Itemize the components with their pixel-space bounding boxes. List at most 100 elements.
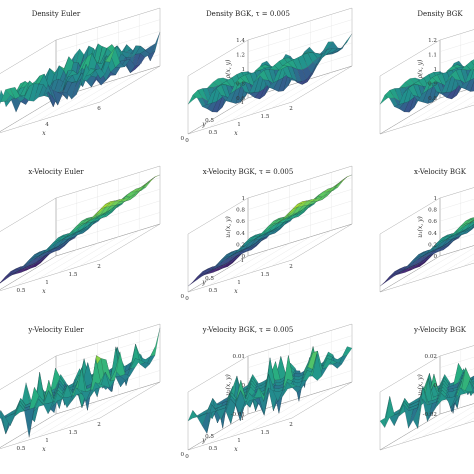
surface-face [0, 273, 11, 283]
gridline [247, 200, 353, 233]
z-axis-label: u₂(x, y) [417, 374, 424, 396]
panel-title: x-Velocity BGK [414, 168, 467, 176]
z-axis-label: u₁(x, y) [225, 216, 232, 238]
surface-mesh [0, 174, 161, 284]
gridline [439, 52, 474, 64]
surface-face [95, 382, 106, 388]
x-axis-label: x [234, 130, 238, 137]
y-axis-label: y [201, 437, 206, 444]
surface-mesh [379, 363, 474, 430]
x-tick-label: 0 [185, 138, 189, 144]
gridline [250, 236, 311, 273]
panel-title: x-Velocity BGK, τ = 0.005 [203, 168, 294, 176]
surface-face [192, 273, 203, 283]
z-tick-label: 0.9 [428, 82, 437, 88]
gridline [247, 19, 353, 52]
surface-mesh [0, 327, 161, 438]
surface-panel-3: Density BGK 0.8 0.9 1 1.1 1.2 ρ(x, y) [379, 10, 474, 135]
z-tick-label: 1.2 [236, 53, 245, 59]
gridline [463, 101, 474, 109]
gridline [208, 249, 269, 286]
y-tick-label: 0.5 [205, 276, 214, 282]
z-tick-label: 1 [433, 67, 437, 73]
panel-title: y-Velocity BGK [413, 326, 467, 334]
surface-face [384, 273, 395, 283]
x-axis-label: x [42, 288, 46, 295]
x-tick-label: 2 [289, 264, 293, 270]
gridline [250, 394, 311, 431]
z-tick-label: 1 [241, 67, 245, 73]
z-axis-label: ρ(x, y) [417, 59, 424, 79]
panel-title: x-Velocity Euler [28, 168, 84, 176]
gridline [442, 95, 474, 115]
gridline [439, 198, 474, 210]
gridline [55, 335, 161, 368]
x-tick-label: 1.5 [261, 114, 270, 120]
surface-face [469, 66, 474, 72]
gridline [421, 405, 474, 438]
y-axis-label: y [201, 121, 206, 128]
z-tick-label: 0.01 [233, 354, 245, 360]
x-axis-label: x [42, 130, 46, 137]
x-tick-label: 0.5 [209, 288, 218, 294]
gridline [271, 230, 332, 267]
x-tick-label: 1 [237, 280, 241, 286]
floor [0, 381, 161, 449]
z-tick-label: 0.8 [236, 208, 245, 214]
x-tick-label: 1 [237, 438, 241, 444]
y-tick-label: 0 [180, 294, 184, 300]
z-tick-label: 0 [241, 383, 245, 389]
floor [379, 245, 474, 293]
x-tick-label: 0.5 [209, 130, 218, 136]
x-axis-label: x [42, 446, 46, 453]
surface-mesh [0, 31, 161, 113]
x-tick-label: 1.5 [69, 272, 78, 278]
surface-face [95, 68, 106, 79]
z-tick-label: 0.8 [236, 82, 245, 88]
gridline [442, 253, 474, 273]
z-tick-label: 0.4 [428, 231, 437, 237]
y-tick-label: 1 [240, 100, 244, 106]
x-tick-label: 0.5 [17, 446, 26, 452]
gridline [463, 259, 474, 267]
z-tick-label: -0.02 [423, 412, 438, 418]
floor [379, 403, 474, 451]
z-tick-label: 1.2 [428, 38, 437, 44]
surface-face [469, 219, 474, 223]
gridline [439, 233, 474, 245]
gridline [37, 85, 98, 122]
x-tick-label: 2 [289, 106, 293, 112]
z-tick-label: 0.6 [236, 219, 245, 225]
z-axis-label: u₂(x, y) [225, 374, 232, 396]
x-tick-label: 2 [97, 422, 101, 428]
x-tick-label: 6 [97, 106, 101, 112]
gridline [55, 19, 161, 52]
surface-face [187, 276, 198, 287]
x-axis-label: x [234, 446, 238, 453]
z-tick-label: -0.01 [231, 412, 245, 418]
gridline [247, 335, 353, 368]
gridline [463, 417, 474, 425]
surface-panel-9: y-Velocity BGK -0.02 0 0.02 u₂(x, y) [379, 326, 474, 451]
surface-face [287, 76, 298, 82]
y-tick-label: 0 [180, 136, 184, 142]
surface-face [24, 407, 35, 438]
surface-panel-1: Density Euler246x0 [0, 7, 161, 137]
z-tick-label: 0.8 [428, 208, 437, 214]
floor [187, 65, 353, 135]
surface-panel-8: y-Velocity BGK, τ = 0.005 0 0.5 1 1.5 2 x 0 0.5 1… [180, 323, 353, 460]
floor [0, 65, 161, 133]
panel-title: y-Velocity BGK, τ = 0.005 [202, 326, 294, 334]
side-wall [0, 197, 57, 290]
floor [187, 381, 353, 451]
gridline [247, 347, 353, 380]
surface-panel-6: x-Velocity BGK 0 0.2 0.4 0.6 0.8 1 u₁(x, y) [379, 168, 474, 293]
gridline [439, 222, 474, 233]
gridline [58, 236, 119, 273]
x-tick-label: 1.5 [261, 272, 270, 278]
y-axis-label: y [201, 279, 206, 286]
surface-face [464, 66, 474, 83]
surface-face [379, 276, 390, 287]
